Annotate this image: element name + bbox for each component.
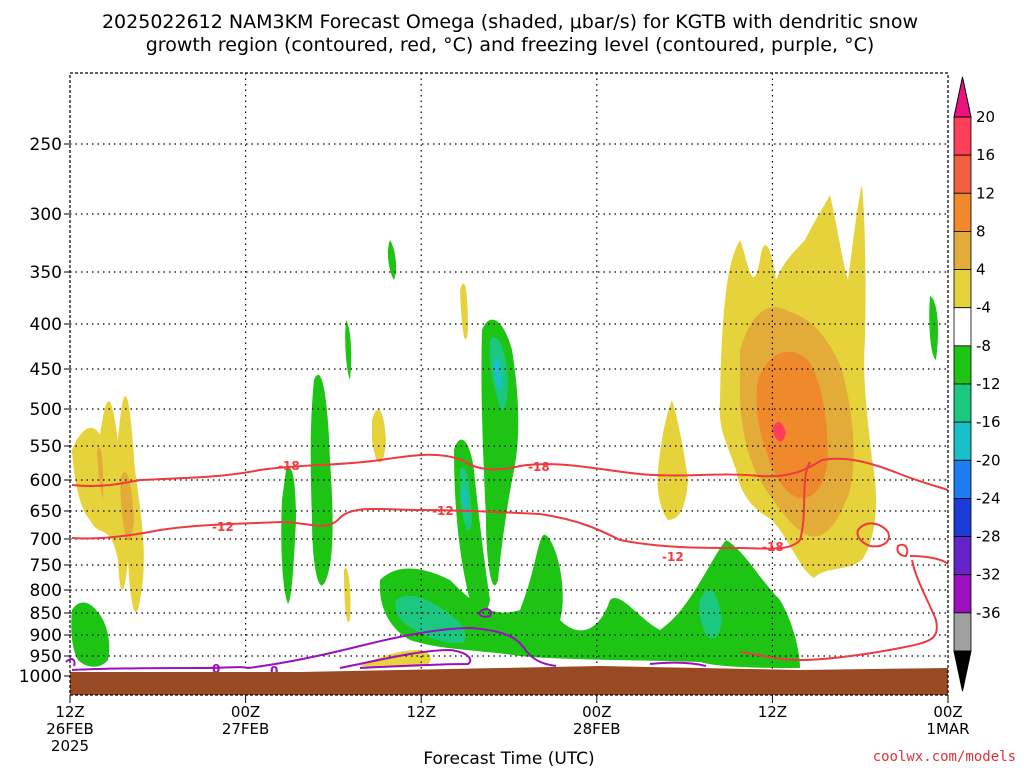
colorbar-swatch-10: [953, 498, 972, 537]
y-tick-label-900: 900: [30, 626, 62, 646]
x-tick-label-3-0: 00Z: [582, 703, 611, 721]
x-tick-label-0-1: 26FEB: [46, 720, 93, 738]
omega-shading: [71, 185, 938, 668]
colorbar-swatch-1: [953, 154, 972, 194]
x-tick-label-1-1: 27FEB: [222, 720, 269, 738]
colorbar-label-9: -20: [976, 451, 1001, 469]
colorbar-label-10: -24: [976, 489, 1001, 507]
freezing-contour-main: [71, 626, 557, 671]
omega-region-left-orange: [97, 447, 134, 541]
colorbar-label-13: -36: [976, 604, 1001, 622]
freezing-contour-low: [339, 648, 472, 669]
y-tick-label-1000: 1000: [19, 667, 62, 687]
x-tick-label-5-0: 00Z: [933, 703, 962, 721]
x-tick-label-3-1: 28FEB: [573, 720, 620, 738]
x-tick-label-0-0: 12Z: [55, 703, 84, 721]
x-axis-title: Forecast Time (UTC): [423, 749, 594, 768]
colorbar-swatch-13: [953, 612, 972, 652]
x-tick-label-0-2: 2025: [51, 737, 89, 755]
colorbar-label-12: -32: [976, 566, 1001, 584]
colorbar-swatch-5: [953, 307, 972, 347]
dgz-label-minus18-right: -18: [762, 540, 784, 554]
omega-region-mid-yellow: [657, 400, 688, 520]
dgz-label-minus12-right: -12: [662, 550, 684, 564]
y-tick-label-650: 650: [30, 502, 62, 522]
colorbar-swatch-12: [953, 574, 972, 614]
colorbar-label-0: 20: [976, 108, 995, 126]
dgz-contour-loop: [856, 522, 909, 558]
freezing-contour-labels: 0 0: [212, 662, 278, 678]
y-tick-label-350: 350: [30, 263, 62, 283]
omega-region-left-green: [71, 602, 110, 667]
y-tick-label-300: 300: [30, 205, 62, 225]
freezing-contour-small: [65, 608, 492, 667]
omega-region-left-yellow: [72, 395, 144, 613]
dgz-contours: [71, 453, 949, 662]
colorbar-swatch-9: [953, 459, 972, 499]
omega-region-teal: [395, 337, 722, 643]
omega-region-right-orange: [756, 351, 828, 499]
colorbar: 20 16 12 8 4 -4 -8 -12 -16 -20 -24 -28 -32 -36: [953, 76, 1001, 692]
x-tick-label-4-0: 12Z: [758, 703, 787, 721]
freezing-label-left: 0: [212, 662, 220, 676]
colorbar-label-6: -8: [976, 337, 991, 355]
colorbar-top-arrow: [953, 76, 972, 118]
colorbar-swatch-7: [953, 383, 972, 423]
y-tick-label-850: 850: [30, 604, 62, 624]
colorbar-label-2: 12: [976, 184, 995, 202]
omega-region-green-lowlevel: [379, 534, 800, 668]
dgz-contour-lower: [71, 461, 811, 550]
colorbar-label-4: 4: [976, 261, 986, 279]
freezing-label-right: 0: [270, 664, 278, 678]
y-tick-label-250: 250: [30, 135, 62, 155]
y-tick-label-400: 400: [30, 315, 62, 335]
credit-label: coolwx.com/models: [873, 749, 1016, 765]
y-tick-label-450: 450: [30, 360, 62, 380]
terrain: [70, 666, 948, 695]
dgz-contour-labels: -18 -18 -18 -12 -12 -12: [212, 459, 784, 564]
colorbar-label-8: -16: [976, 413, 1001, 431]
dgz-contour-right-edge: [739, 555, 949, 662]
y-tick-label-550: 550: [30, 437, 62, 457]
chart-title-line1: 2025022612 NAM3KM Forecast Omega (shaded…: [102, 11, 918, 33]
colorbar-label-3: 8: [976, 222, 986, 240]
dgz-label-minus18-mid: -18: [528, 460, 550, 474]
omega-region-cyan: [462, 357, 502, 516]
dgz-label-minus12-mid: -12: [432, 504, 454, 518]
y-axis: 2503003504004505005506006507007508008509…: [19, 135, 70, 687]
x-tick-label-2-0: 12Z: [407, 703, 436, 721]
dgz-label-minus12-left: -12: [212, 520, 234, 534]
colorbar-swatch-2: [953, 192, 972, 232]
omega-region-right-red: [772, 421, 786, 442]
chart-title-line2: growth region (contoured, red, °C) and f…: [146, 34, 875, 56]
y-tick-label-750: 750: [30, 556, 62, 576]
colorbar-swatch-4: [953, 269, 972, 309]
colorbar-label-7: -12: [976, 375, 1001, 393]
colorbar-swatch-6: [953, 345, 972, 385]
colorbar-label-5: -4: [976, 299, 991, 317]
colorbar-swatch-3: [953, 231, 972, 270]
y-tick-label-800: 800: [30, 581, 62, 601]
y-tick-label-500: 500: [30, 400, 62, 420]
y-tick-label-700: 700: [30, 530, 62, 550]
dgz-contour-upper: [71, 453, 949, 491]
colorbar-bottom-arrow: [953, 650, 972, 692]
colorbar-label-11: -28: [976, 528, 1001, 546]
y-tick-label-600: 600: [30, 471, 62, 491]
y-tick-label-950: 950: [30, 647, 62, 667]
freezing-contour-right: [649, 661, 707, 667]
colorbar-label-1: 16: [976, 146, 995, 164]
freezing-contours: [65, 608, 707, 671]
dgz-label-minus18-left: -18: [278, 459, 300, 473]
colorbar-swatch-0: [953, 116, 972, 156]
plot-area: -18 -18 -18 -12 -12 -12 0 0: [65, 72, 949, 696]
colorbar-swatch-8: [953, 421, 972, 461]
x-tick-label-5-1: 1MAR: [926, 720, 969, 738]
x-tick-label-1-0: 00Z: [231, 703, 260, 721]
colorbar-swatch-11: [953, 536, 972, 576]
